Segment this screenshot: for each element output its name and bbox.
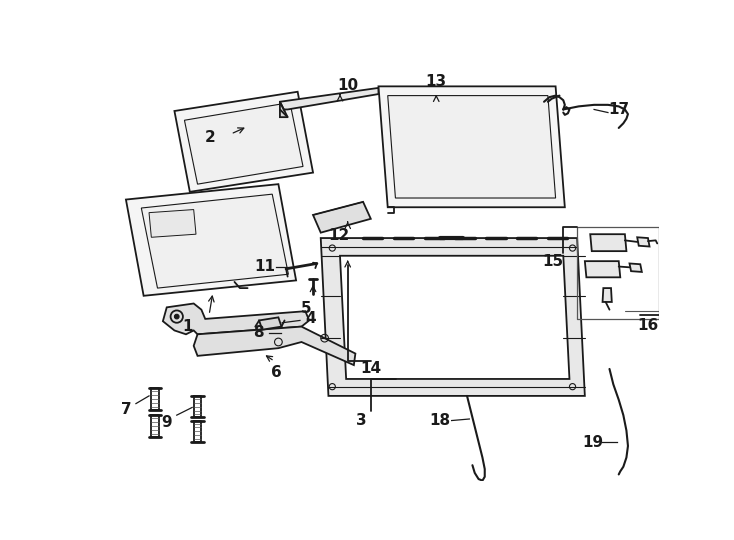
Polygon shape (142, 194, 288, 288)
Polygon shape (340, 256, 570, 379)
Text: 10: 10 (337, 78, 358, 93)
Polygon shape (388, 96, 556, 198)
Text: 11: 11 (254, 259, 275, 274)
Text: 4: 4 (305, 312, 316, 326)
Text: 7: 7 (120, 402, 131, 417)
Polygon shape (126, 184, 296, 296)
Polygon shape (163, 303, 309, 334)
Text: 17: 17 (608, 102, 629, 117)
Polygon shape (321, 238, 585, 396)
Polygon shape (590, 234, 626, 251)
Circle shape (175, 314, 179, 319)
Text: 16: 16 (637, 318, 658, 333)
Polygon shape (280, 88, 379, 110)
Text: 8: 8 (253, 325, 264, 340)
Polygon shape (637, 237, 650, 247)
Text: 18: 18 (429, 413, 451, 428)
Text: 9: 9 (161, 415, 172, 430)
Polygon shape (585, 261, 620, 278)
Text: 13: 13 (426, 74, 447, 89)
Polygon shape (175, 92, 313, 192)
Polygon shape (280, 102, 288, 117)
Polygon shape (149, 210, 196, 237)
Text: 5: 5 (301, 301, 311, 315)
Polygon shape (184, 103, 303, 184)
Polygon shape (313, 202, 371, 233)
Polygon shape (379, 86, 565, 207)
Polygon shape (630, 264, 642, 272)
Text: 19: 19 (582, 435, 603, 450)
Text: 3: 3 (356, 413, 367, 428)
Text: 6: 6 (271, 365, 281, 380)
Text: 12: 12 (328, 228, 349, 243)
Text: 1: 1 (182, 319, 193, 334)
Text: 15: 15 (542, 254, 563, 268)
Text: 2: 2 (206, 131, 216, 145)
Polygon shape (283, 328, 303, 338)
Polygon shape (194, 327, 355, 365)
Text: 14: 14 (360, 361, 382, 376)
Polygon shape (603, 288, 612, 302)
Polygon shape (259, 318, 281, 330)
